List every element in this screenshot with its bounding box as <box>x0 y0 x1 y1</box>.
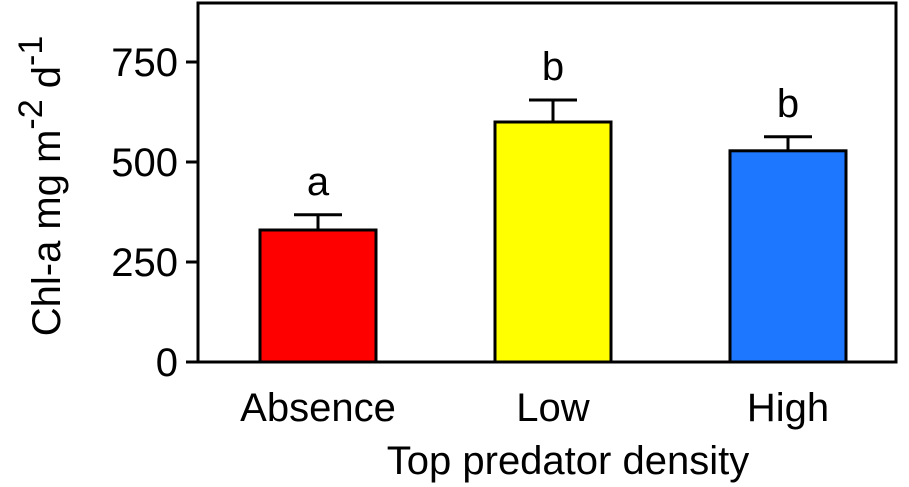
y-tick-label: 750 <box>111 41 178 85</box>
significance-letter: b <box>542 45 564 89</box>
y-tick-label: 250 <box>111 241 178 285</box>
y-axis-title-exp1: -2 <box>12 99 50 129</box>
significance-letter: b <box>777 82 799 126</box>
x-axis-tick-labels: Absence Low High <box>240 386 829 430</box>
y-axis-title-unit2: d <box>25 66 69 99</box>
y-axis-ticks: 0 250 500 750 <box>111 41 198 385</box>
bars-group: a b b <box>258 45 848 364</box>
y-axis-title-base: Chl-a mg m <box>25 130 69 337</box>
y-tick-label: 0 <box>156 341 178 385</box>
x-tick-label-low: Low <box>516 386 589 430</box>
y-tick-label: 500 <box>111 141 178 185</box>
x-tick-label-high: High <box>747 386 829 430</box>
bar-low <box>493 120 613 364</box>
significance-letter: a <box>307 160 330 204</box>
bar-absence <box>258 228 378 364</box>
y-axis-title: Chl-a mg m-2 d-1 <box>12 36 69 337</box>
bar-high <box>728 149 848 364</box>
x-axis-title: Top predator density <box>387 439 749 483</box>
x-tick-label-absence: Absence <box>240 386 396 430</box>
y-axis-title-exp2: -1 <box>12 36 50 66</box>
